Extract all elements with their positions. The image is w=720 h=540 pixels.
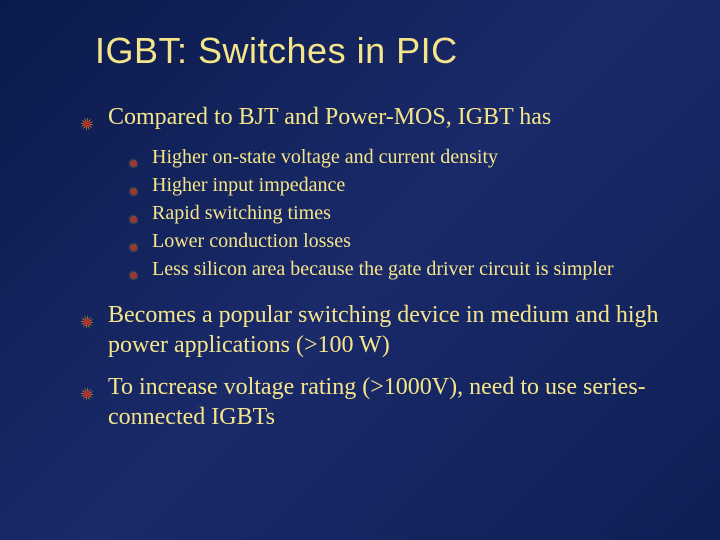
sunburst-icon bbox=[80, 109, 94, 123]
sub-bullet-item: Higher input impedance bbox=[128, 172, 670, 198]
sunburst-icon bbox=[128, 234, 139, 245]
main-bullet-item: Compared to BJT and Power-MOS, IGBT has bbox=[80, 102, 670, 132]
sunburst-icon bbox=[128, 262, 139, 273]
sub-bullet-item: Lower conduction losses bbox=[128, 228, 670, 254]
main-bullet-text: Compared to BJT and Power-MOS, IGBT has bbox=[108, 104, 551, 130]
sunburst-icon bbox=[128, 206, 139, 217]
sub-bullet-text: Lower conduction losses bbox=[152, 230, 351, 252]
sunburst-icon bbox=[128, 178, 139, 189]
sub-bullet-item: Rapid switching times bbox=[128, 200, 670, 226]
sub-bullet-list: Higher on-state voltage and current dens… bbox=[128, 144, 670, 282]
sub-bullet-item: Higher on-state voltage and current dens… bbox=[128, 144, 670, 170]
sub-bullet-text: Rapid switching times bbox=[152, 202, 331, 224]
main-bullet-text: To increase voltage rating (>1000V), nee… bbox=[108, 374, 646, 430]
sunburst-icon bbox=[80, 379, 94, 393]
sub-bullet-text: Less silicon area because the gate drive… bbox=[152, 258, 613, 280]
sub-bullet-item: Less silicon area because the gate drive… bbox=[128, 256, 670, 282]
sunburst-icon bbox=[80, 307, 94, 321]
sub-bullet-text: Higher input impedance bbox=[152, 174, 345, 196]
main-bullet-list: Compared to BJT and Power-MOS, IGBT has H… bbox=[80, 102, 670, 432]
main-bullet-item: Becomes a popular switching device in me… bbox=[80, 300, 670, 360]
main-bullet-item: To increase voltage rating (>1000V), nee… bbox=[80, 372, 670, 432]
sunburst-icon bbox=[128, 150, 139, 161]
slide-container: IGBT: Switches in PIC Compared to BJT an… bbox=[0, 0, 720, 540]
slide-title: IGBT: Switches in PIC bbox=[95, 30, 670, 72]
main-bullet-text: Becomes a popular switching device in me… bbox=[108, 302, 659, 358]
sub-bullet-text: Higher on-state voltage and current dens… bbox=[152, 146, 498, 168]
